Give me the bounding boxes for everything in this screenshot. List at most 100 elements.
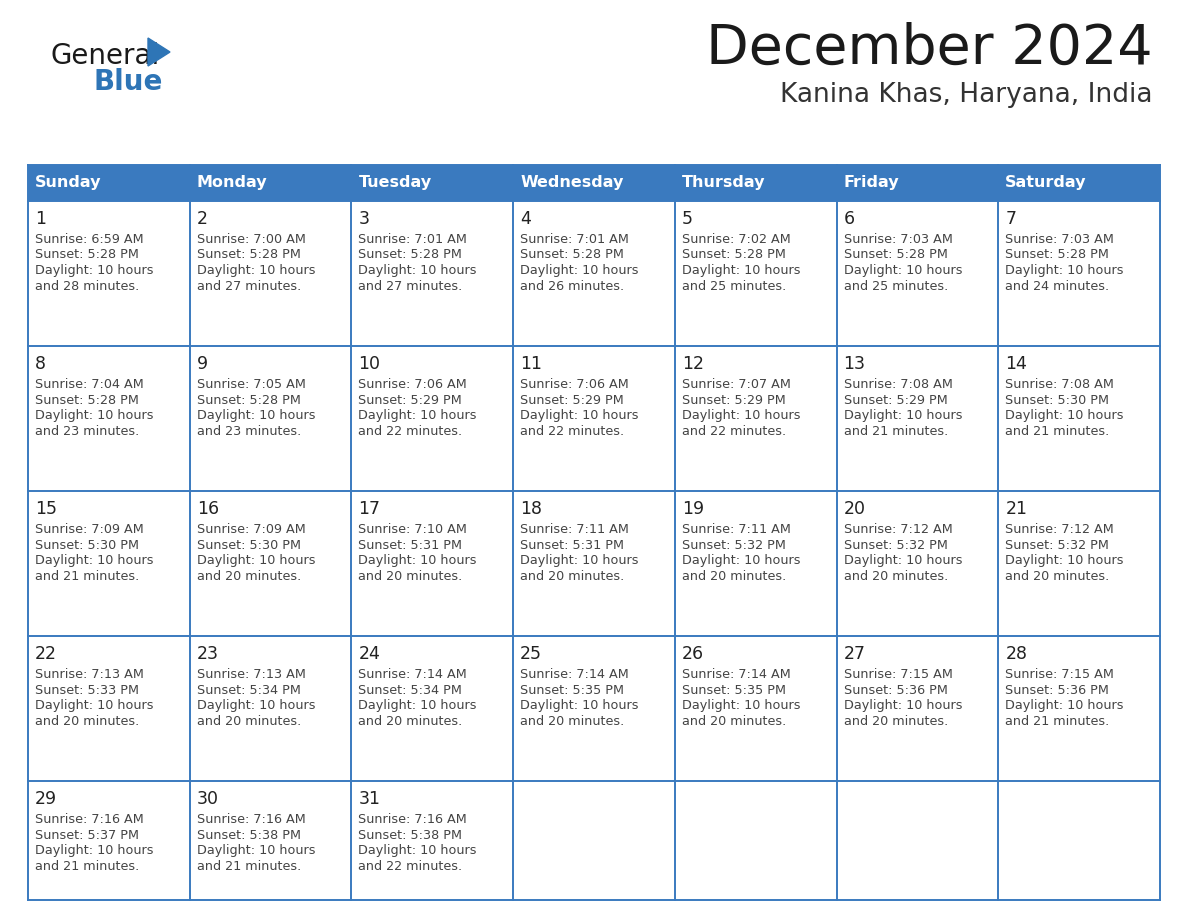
Text: and 20 minutes.: and 20 minutes. [520,714,625,728]
Text: Daylight: 10 hours: Daylight: 10 hours [1005,264,1124,277]
Text: Tuesday: Tuesday [359,175,431,191]
Text: Wednesday: Wednesday [520,175,624,191]
Text: 31: 31 [359,790,380,808]
Text: Sunrise: 7:01 AM: Sunrise: 7:01 AM [520,233,628,246]
Text: Sunrise: 7:10 AM: Sunrise: 7:10 AM [359,523,467,536]
Text: Daylight: 10 hours: Daylight: 10 hours [359,554,476,567]
Text: Sunrise: 7:13 AM: Sunrise: 7:13 AM [197,668,305,681]
Text: 22: 22 [34,645,57,663]
Text: Daylight: 10 hours: Daylight: 10 hours [520,264,639,277]
Text: Daylight: 10 hours: Daylight: 10 hours [197,264,315,277]
Bar [675,636,836,781]
Bar [513,346,675,491]
Bar [998,201,1159,346]
Text: and 20 minutes.: and 20 minutes. [359,714,462,728]
Text: Sunset: 5:31 PM: Sunset: 5:31 PM [520,539,624,552]
Text: Thursday: Thursday [682,175,765,191]
Text: and 28 minutes.: and 28 minutes. [34,279,139,293]
Text: Sunset: 5:34 PM: Sunset: 5:34 PM [197,684,301,697]
Text: Sunrise: 7:16 AM: Sunrise: 7:16 AM [359,813,467,826]
Bar [352,491,513,636]
Text: Sunrise: 7:14 AM: Sunrise: 7:14 AM [682,668,790,681]
Text: 4: 4 [520,210,531,228]
Text: Sunset: 5:30 PM: Sunset: 5:30 PM [197,539,301,552]
Text: Sunset: 5:38 PM: Sunset: 5:38 PM [197,829,301,842]
Text: and 20 minutes.: and 20 minutes. [843,569,948,583]
Text: 30: 30 [197,790,219,808]
Text: General: General [50,42,159,70]
Text: Daylight: 10 hours: Daylight: 10 hours [843,554,962,567]
Text: Daylight: 10 hours: Daylight: 10 hours [359,409,476,422]
Text: Daylight: 10 hours: Daylight: 10 hours [1005,409,1124,422]
Text: 27: 27 [843,645,866,663]
Text: Daylight: 10 hours: Daylight: 10 hours [682,700,801,712]
Text: 2: 2 [197,210,208,228]
Text: Daylight: 10 hours: Daylight: 10 hours [34,700,153,712]
Bar [675,491,836,636]
Text: Sunset: 5:29 PM: Sunset: 5:29 PM [359,394,462,407]
Text: Daylight: 10 hours: Daylight: 10 hours [682,264,801,277]
Text: Sunrise: 7:09 AM: Sunrise: 7:09 AM [34,523,144,536]
Text: Sunrise: 7:16 AM: Sunrise: 7:16 AM [34,813,144,826]
Text: 6: 6 [843,210,854,228]
Text: and 21 minutes.: and 21 minutes. [197,859,301,873]
Bar [29,165,190,201]
Text: Sunrise: 7:12 AM: Sunrise: 7:12 AM [843,523,953,536]
Text: and 25 minutes.: and 25 minutes. [682,279,786,293]
Text: and 26 minutes.: and 26 minutes. [520,279,624,293]
Bar [513,636,675,781]
Text: Daylight: 10 hours: Daylight: 10 hours [682,409,801,422]
Text: Sunrise: 7:09 AM: Sunrise: 7:09 AM [197,523,305,536]
Bar [190,636,352,781]
Text: Daylight: 10 hours: Daylight: 10 hours [197,844,315,857]
Bar [352,201,513,346]
Text: 20: 20 [843,500,866,518]
Text: 24: 24 [359,645,380,663]
Text: Daylight: 10 hours: Daylight: 10 hours [197,409,315,422]
Text: Sunset: 5:32 PM: Sunset: 5:32 PM [682,539,785,552]
Text: Daylight: 10 hours: Daylight: 10 hours [197,700,315,712]
Text: Sunset: 5:28 PM: Sunset: 5:28 PM [34,249,139,262]
Bar [190,201,352,346]
Bar [352,165,513,201]
Text: Sunset: 5:30 PM: Sunset: 5:30 PM [34,539,139,552]
Text: Sunrise: 7:13 AM: Sunrise: 7:13 AM [34,668,144,681]
Text: Sunrise: 7:06 AM: Sunrise: 7:06 AM [359,378,467,391]
Text: Sunset: 5:28 PM: Sunset: 5:28 PM [34,394,139,407]
Bar [675,781,836,900]
Bar [836,346,998,491]
Text: and 22 minutes.: and 22 minutes. [520,424,624,438]
Text: Sunrise: 7:15 AM: Sunrise: 7:15 AM [843,668,953,681]
Text: and 24 minutes.: and 24 minutes. [1005,279,1110,293]
Text: Sunset: 5:38 PM: Sunset: 5:38 PM [359,829,462,842]
Text: and 23 minutes.: and 23 minutes. [34,424,139,438]
Text: Blue: Blue [93,68,163,96]
Text: Sunrise: 7:11 AM: Sunrise: 7:11 AM [520,523,628,536]
Text: Sunrise: 7:11 AM: Sunrise: 7:11 AM [682,523,791,536]
Text: and 23 minutes.: and 23 minutes. [197,424,301,438]
Text: Sunset: 5:29 PM: Sunset: 5:29 PM [843,394,947,407]
Text: Daylight: 10 hours: Daylight: 10 hours [1005,554,1124,567]
Bar [29,346,190,491]
Text: Sunset: 5:35 PM: Sunset: 5:35 PM [520,684,624,697]
Text: and 27 minutes.: and 27 minutes. [359,279,462,293]
Text: Sunset: 5:34 PM: Sunset: 5:34 PM [359,684,462,697]
Bar [836,491,998,636]
Bar [998,636,1159,781]
Polygon shape [148,38,170,66]
Bar [352,346,513,491]
Text: Sunset: 5:31 PM: Sunset: 5:31 PM [359,539,462,552]
Text: and 27 minutes.: and 27 minutes. [197,279,301,293]
Text: Daylight: 10 hours: Daylight: 10 hours [520,409,639,422]
Bar [513,781,675,900]
Text: and 20 minutes.: and 20 minutes. [1005,569,1110,583]
Text: Sunset: 5:32 PM: Sunset: 5:32 PM [843,539,948,552]
Text: Daylight: 10 hours: Daylight: 10 hours [843,409,962,422]
Text: 11: 11 [520,355,542,373]
Text: Daylight: 10 hours: Daylight: 10 hours [34,264,153,277]
Text: December 2024: December 2024 [707,22,1154,76]
Text: Sunset: 5:30 PM: Sunset: 5:30 PM [1005,394,1110,407]
Text: 18: 18 [520,500,542,518]
Text: Sunrise: 7:00 AM: Sunrise: 7:00 AM [197,233,305,246]
Text: Daylight: 10 hours: Daylight: 10 hours [197,554,315,567]
